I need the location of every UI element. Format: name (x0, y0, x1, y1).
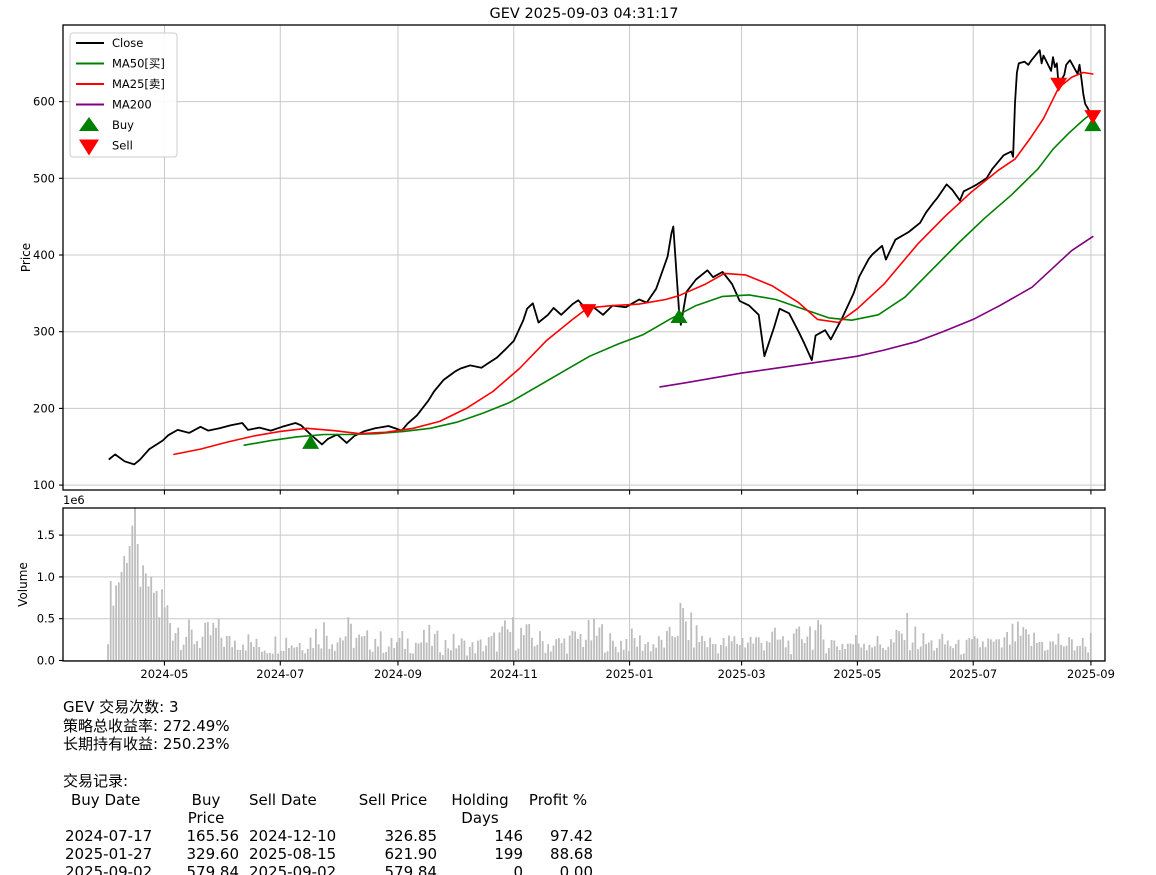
svg-text:2025-03: 2025-03 (718, 667, 766, 681)
svg-text:600: 600 (33, 95, 55, 109)
volume-scale-label: 1e6 (63, 493, 85, 507)
legend-label-6: Sell (112, 139, 133, 153)
svg-text:1.5: 1.5 (37, 528, 55, 542)
trade-cell: 0 (513, 863, 523, 875)
trade-header-cell: Holding Days (451, 790, 509, 827)
svg-text:2024-05: 2024-05 (140, 667, 188, 681)
stat-strategy-return-value: 272.49% (162, 716, 230, 735)
legend-label-2: MA50[买] (112, 57, 165, 71)
svg-text:2025-05: 2025-05 (833, 667, 881, 681)
svg-text:2025-09: 2025-09 (1067, 667, 1115, 681)
svg-text:500: 500 (33, 171, 55, 185)
volume-axis-label: Volume (16, 562, 30, 607)
buy-marker (302, 434, 320, 449)
stat-line-trades: GEV 交易次数: 3 (63, 698, 179, 716)
chart-title: GEV 2025-09-03 04:31:17 (489, 6, 679, 22)
trade-cell: 2025-09-02 (249, 863, 337, 875)
sell-marker (1050, 77, 1068, 92)
trade-cell: 621.90 (384, 845, 438, 864)
buy-marker (670, 308, 688, 323)
trade-header-cell: Sell Date (249, 790, 317, 809)
legend-label-1: Close (112, 36, 143, 50)
svg-text:300: 300 (33, 325, 55, 339)
trade-header-cell: Profit % (528, 790, 588, 809)
trade-cell: 579.84 (186, 863, 240, 875)
trade-header-cell (239, 791, 249, 827)
trade-table: Buy Date Buy Price Sell Date Sell Price Hold… (63, 791, 593, 875)
trade-cell: 199 (494, 845, 523, 864)
stat-line-hold-return: 长期持有收益: 250.23% (63, 735, 230, 753)
volume-bars (107, 507, 1092, 661)
axis-ticks (59, 101, 1092, 666)
legend-sell-triangle-icon (79, 139, 99, 156)
trade-records: 交易记录: Buy Date Buy Price Sell Date Sell Pri… (63, 772, 593, 875)
legend-buy-triangle-icon (79, 117, 99, 131)
close-line (108, 49, 1094, 466)
trade-cell: 2025-08-15 (249, 845, 337, 864)
trade-header-cell: Buy Price (187, 790, 225, 827)
stat-line-strategy-return: 策略总收益率: 272.49% (63, 716, 230, 735)
stat-trades-value: 3 (168, 698, 179, 716)
svg-text:1.0: 1.0 (37, 570, 55, 584)
ma200-line (659, 235, 1094, 388)
svg-text:2025-07: 2025-07 (949, 667, 997, 681)
trade-records-title: 交易记录: (63, 772, 129, 790)
trade-cell: 329.60 (186, 845, 240, 864)
svg-text:100: 100 (33, 478, 55, 492)
svg-text:2024-09: 2024-09 (374, 667, 422, 681)
ma25-line (173, 71, 1094, 456)
trade-cell: 326.85 (384, 826, 438, 845)
gridlines (63, 25, 1105, 661)
legend: Close MA50[买] MA25[卖] MA200 Buy Sell (69, 32, 178, 158)
trade-table-row: 2025-01-27 329.60 2025-08-15 621.90 199 88.68 (63, 845, 593, 863)
strategy-stats: GEV 交易次数: 3 策略总收益率: 272.49% 长期持有收益: 250.… (63, 698, 230, 754)
trade-cell (239, 863, 249, 875)
trade-header-cell: Buy Date (71, 790, 141, 809)
trade-cell: 579.84 (384, 863, 438, 875)
trade-cell: 146 (494, 826, 523, 845)
trade-cell (239, 827, 249, 845)
trade-cell: 97.42 (550, 826, 593, 845)
svg-text:0.5: 0.5 (37, 612, 55, 626)
legend-label-4: MA200 (112, 98, 152, 112)
volume-panel-border (62, 507, 1106, 662)
stat-hold-return-value: 250.23% (162, 735, 230, 753)
trade-cell: 0.00 (559, 863, 593, 875)
trade-table-header: Buy Date Buy Price Sell Date Sell Price Hold… (63, 791, 593, 827)
svg-text:2025-01: 2025-01 (606, 667, 654, 681)
chart-svg: 100 200 300 400 500 600 0.0 0.5 1.0 1.5 2024-05 202… (16, 24, 1115, 681)
trade-header-cell: Sell Price (358, 790, 428, 809)
axis-tick-labels: 100 200 300 400 500 600 0.0 0.5 1.0 1.5 2024-05 202… (33, 95, 1115, 681)
sell-marker (1084, 110, 1102, 125)
trade-table-row: 2024-07-17 165.56 2024-12-10 326.85 146 97.42 (63, 827, 593, 845)
legend-label-3: MA25[卖] (112, 77, 165, 91)
trade-cell: 88.68 (550, 845, 593, 864)
trade-cell: 2024-12-10 (249, 826, 337, 845)
sell-marker (579, 304, 597, 319)
trade-cell: 2025-09-02 (65, 863, 153, 875)
trade-cell: 165.56 (186, 826, 240, 845)
svg-text:400: 400 (33, 248, 55, 262)
legend-label-5: Buy (112, 118, 134, 132)
trade-cell: 2025-01-27 (65, 845, 153, 864)
svg-text:200: 200 (33, 401, 55, 415)
svg-text:2024-11: 2024-11 (490, 667, 538, 681)
trade-cell: 2024-07-17 (65, 826, 153, 845)
ma50-line (243, 111, 1094, 447)
price-axis-label: Price (19, 243, 33, 272)
svg-text:0.0: 0.0 (37, 654, 55, 668)
trade-cell (239, 845, 249, 863)
svg-text:2024-07: 2024-07 (256, 667, 304, 681)
trade-table-row: 2025-09-02 579.84 2025-09-02 579.84 0 0.00 (63, 863, 593, 875)
trade-markers (302, 77, 1102, 449)
price-panel-border (62, 24, 1106, 491)
